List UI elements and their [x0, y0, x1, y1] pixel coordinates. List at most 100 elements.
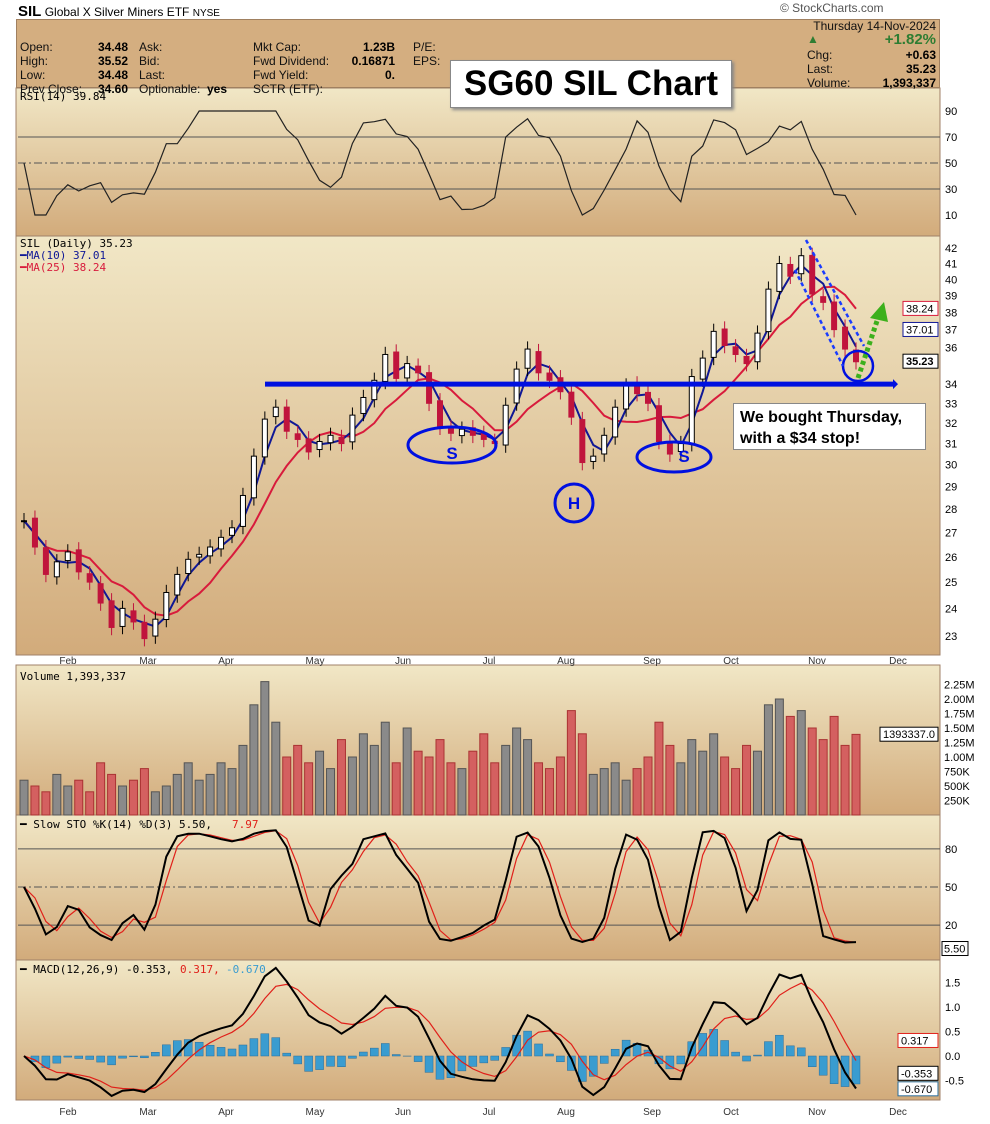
- volume-tick: 750K: [944, 767, 970, 779]
- rsi-panel: [15, 87, 941, 237]
- candle-body: [590, 455, 597, 462]
- month-label: Jul: [483, 656, 496, 667]
- candle-body: [426, 372, 433, 404]
- macd-histogram-bar: [96, 1055, 105, 1063]
- support-arrow-icon: [893, 379, 898, 390]
- volume-bar: [479, 733, 489, 816]
- candle-body: [152, 618, 159, 637]
- month-label: Aug: [557, 656, 575, 667]
- macd-histogram-bar: [107, 1055, 116, 1066]
- info-label: EPS:: [413, 54, 441, 68]
- macd-histogram-bar: [764, 1041, 773, 1057]
- candle-body: [655, 405, 662, 442]
- ma25-tag: 38.24: [906, 303, 934, 315]
- candle-body: [776, 263, 783, 292]
- price-tick: 25: [945, 577, 957, 589]
- volume-bar: [555, 756, 565, 816]
- volume-bar: [139, 768, 149, 816]
- month-label: May: [306, 656, 325, 667]
- info-label: High:: [20, 54, 49, 68]
- volume-bar: [588, 773, 598, 816]
- volume-bar: [19, 779, 29, 816]
- info-value: 34.48: [97, 68, 128, 82]
- macd-histogram-bar: [293, 1055, 302, 1065]
- ma10-tag-box: [902, 321, 939, 337]
- rsi-legend: RSI(14) 39.84: [20, 90, 106, 103]
- candle-body: [831, 301, 838, 331]
- volume-bar: [74, 779, 84, 816]
- macd-legend: ━ MACD(12,26,9) -0.353,: [19, 963, 172, 976]
- candle-body: [721, 328, 728, 346]
- candle-body: [415, 365, 422, 374]
- annotation-line: We bought Thursday,: [740, 409, 903, 426]
- volume-bar: [358, 733, 368, 816]
- candle-body: [579, 419, 586, 464]
- volume-tick: 1.00M: [944, 752, 975, 764]
- macd-tick: 0.0: [945, 1051, 960, 1063]
- copyright[interactable]: © StockCharts.com: [780, 1, 884, 15]
- info-label: Mkt Cap:: [253, 40, 302, 54]
- price-tick: 31: [945, 439, 957, 451]
- info-label: Chg:: [807, 48, 833, 62]
- candle-body: [294, 433, 301, 440]
- info-value: 34.48: [97, 40, 128, 54]
- volume-bar: [534, 762, 544, 816]
- channel-lower-line: [793, 269, 845, 367]
- green-arrow-icon: [870, 302, 888, 322]
- rsi-tick: 30: [945, 184, 957, 196]
- rsi-tick: 10: [945, 210, 957, 222]
- candle-body: [645, 391, 651, 404]
- info-label: Last:: [807, 62, 834, 76]
- volume-bar: [260, 681, 270, 816]
- ma10-legend: ━MA(10) 37.01: [19, 249, 106, 262]
- macd-histogram-bar: [227, 1048, 237, 1057]
- candle-body: [283, 406, 290, 432]
- volume-bar: [523, 739, 533, 816]
- candle-body: [316, 440, 323, 451]
- month-label: Apr: [218, 656, 234, 667]
- macd-histogram-bar: [523, 1030, 532, 1057]
- overlay-title: SG60 SIL Chart: [450, 60, 732, 108]
- volume-bar: [183, 762, 193, 816]
- month-label: Nov: [808, 1107, 826, 1118]
- info-value: 34.60: [97, 82, 128, 96]
- month-label: Jun: [395, 1107, 411, 1118]
- volume-tick: 1.50M: [944, 723, 975, 735]
- info-value: 1,393,337: [882, 76, 936, 90]
- candle-body: [524, 348, 531, 369]
- price-tick: 42: [945, 243, 957, 255]
- volume-bar: [293, 744, 303, 816]
- volume-tick: 2.25M: [944, 680, 975, 692]
- volume-bar: [818, 739, 828, 816]
- macd-histogram-bar: [457, 1055, 467, 1072]
- volume-tick: 1.25M: [944, 738, 975, 750]
- sto-tick: 80: [945, 844, 957, 856]
- volume-bar: [52, 773, 62, 816]
- macd-histogram-bar: [424, 1055, 434, 1073]
- volume-bar: [227, 768, 237, 816]
- candle-body: [404, 363, 411, 379]
- price-tick: 27: [945, 528, 957, 540]
- month-label: Aug: [557, 1107, 575, 1118]
- month-label: Apr: [218, 1107, 234, 1118]
- head-label: H: [568, 494, 580, 513]
- candle-body: [207, 546, 214, 557]
- volume-bar: [621, 779, 631, 816]
- volume-bar: [752, 750, 762, 816]
- macd-histogram-bar: [589, 1055, 598, 1077]
- macd-histogram-bar: [52, 1055, 62, 1064]
- candle-body: [382, 353, 389, 382]
- candle-body: [612, 406, 619, 438]
- volume-bar: [304, 762, 314, 816]
- volume-bar: [709, 733, 719, 816]
- macd-histogram-bar: [786, 1045, 795, 1057]
- candle-body: [174, 573, 181, 596]
- candle-body: [601, 434, 608, 455]
- volume-bar: [216, 762, 226, 816]
- macd-histogram-bar: [194, 1041, 204, 1057]
- channel-upper-line: [804, 239, 866, 347]
- candle-body: [272, 406, 279, 418]
- macd-histogram-bar: [676, 1055, 686, 1065]
- volume-bar: [391, 762, 401, 816]
